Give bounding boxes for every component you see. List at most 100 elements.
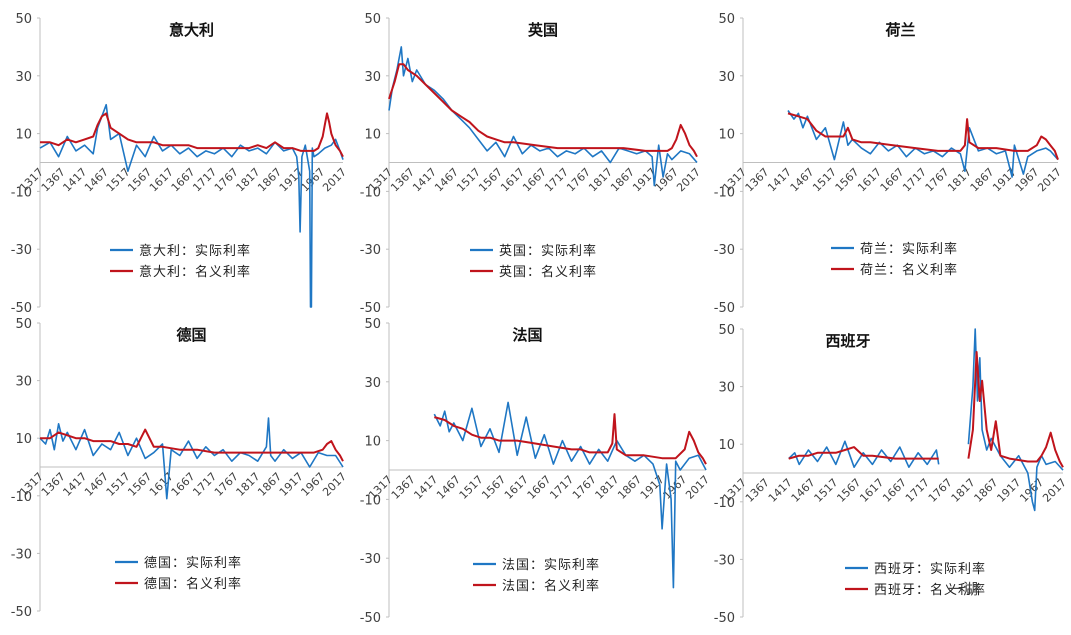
x-tick-label: 1767	[923, 165, 952, 194]
legend-label: 法国：实际利率	[502, 557, 600, 573]
x-tick-label: 1767	[926, 476, 955, 505]
x-tick-label: 1917	[277, 470, 306, 499]
x-tick-label: 1367	[388, 165, 417, 194]
y-tick-label: 30	[15, 70, 32, 85]
y-tick-label: 10	[364, 128, 381, 143]
y-tick-label: 10	[15, 128, 32, 143]
x-tick-label: 1867	[972, 476, 1001, 505]
x-tick-label: 1467	[789, 476, 818, 505]
y-tick-label: 50	[364, 317, 381, 332]
x-tick-label: 1617	[857, 476, 886, 505]
y-tick-label: 10	[15, 432, 32, 447]
legend-label: 英国：实际利率	[499, 243, 597, 259]
panel-3: 503010-10-30-501317136714171467151715671…	[11, 317, 349, 620]
x-tick-label: 1467	[82, 165, 111, 194]
x-tick-label: 1567	[834, 476, 863, 505]
x-tick-label: 1867	[615, 473, 644, 502]
legend-label: 西班牙：实际利率	[874, 561, 986, 577]
x-tick-label: 1967	[298, 470, 327, 499]
y-tick-label: 10	[718, 438, 735, 453]
y-tick-label: -10	[360, 185, 381, 200]
x-tick-label: 1717	[542, 165, 571, 194]
x-tick-label: 1667	[878, 165, 907, 194]
y-tick-label: -50	[11, 605, 32, 620]
chart-title: 西班牙	[825, 332, 870, 350]
legend-label: 德国：实际利率	[144, 555, 242, 571]
y-tick-label: 50	[718, 12, 735, 27]
x-tick-label: 1617	[502, 473, 531, 502]
watermark-text: 一湖	[948, 580, 979, 598]
x-tick-label: 2017	[674, 165, 703, 194]
x-tick-label: 1567	[476, 165, 505, 194]
x-tick-label: 1867	[968, 165, 997, 194]
x-tick-label: 1617	[147, 165, 176, 194]
y-tick-label: -30	[360, 552, 381, 567]
x-tick-label: 1967	[1013, 165, 1042, 194]
x-tick-label: 1617	[855, 165, 884, 194]
panel-0: 503010-10-30-501317136714171467151715671…	[11, 12, 349, 316]
series-line-nominal	[787, 112, 1059, 160]
y-tick-label: -30	[714, 553, 735, 568]
x-tick-label: 1367	[743, 165, 772, 194]
panel-4: 503010-10-30-501317136714171467151715671…	[360, 317, 712, 626]
x-tick-label: 1517	[812, 476, 841, 505]
y-tick-label: 30	[718, 381, 735, 396]
legend-label: 荷兰：实际利率	[860, 241, 958, 257]
x-tick-label: 1667	[880, 476, 909, 505]
x-tick-label: 1817	[234, 165, 263, 194]
x-tick-label: 1417	[60, 470, 89, 499]
y-tick-label: -50	[360, 301, 381, 316]
y-tick-label: -50	[714, 611, 735, 626]
x-tick-label: 2017	[320, 165, 349, 194]
x-tick-label: 1717	[903, 476, 932, 505]
legend-label: 德国：名义利率	[144, 576, 242, 592]
x-tick-label: 1467	[788, 165, 817, 194]
series-line-nominal	[40, 112, 344, 158]
x-tick-label: 2017	[320, 470, 349, 499]
x-tick-label: 1667	[520, 165, 549, 194]
x-tick-label: 1417	[410, 165, 439, 194]
x-tick-label: 2017	[1035, 165, 1064, 194]
x-tick-label: 1417	[60, 165, 89, 194]
series-line-nominal	[388, 63, 698, 158]
x-tick-label: 1417	[766, 476, 795, 505]
series-line-real	[388, 46, 698, 187]
y-tick-label: 30	[718, 70, 735, 85]
chart-title: 意大利	[169, 21, 214, 39]
x-tick-label: 1867	[255, 470, 284, 499]
y-tick-label: 10	[364, 435, 381, 450]
x-tick-label: 1367	[39, 165, 68, 194]
y-tick-label: -50	[360, 611, 381, 626]
x-tick-label: 1717	[190, 165, 219, 194]
series-line-real	[787, 110, 1059, 178]
y-tick-label: -10	[11, 185, 32, 200]
x-tick-label: 1417	[765, 165, 794, 194]
x-tick-label: 1567	[125, 470, 154, 499]
series-line-nominal	[788, 351, 1064, 468]
x-tick-label: 1917	[990, 165, 1019, 194]
y-tick-label: -10	[714, 185, 735, 200]
y-tick-label: -30	[11, 243, 32, 258]
x-tick-label: 1567	[125, 165, 154, 194]
panel-2: 503010-10-30-501317136714171467151715671…	[714, 12, 1064, 316]
legend-label: 意大利：实际利率	[139, 243, 251, 259]
y-tick-label: 50	[364, 12, 381, 27]
legend-label: 意大利：名义利率	[139, 264, 251, 280]
x-tick-label: 1767	[564, 165, 593, 194]
panel-5: 503010-10-30-501317136714171467151715671…	[714, 323, 1069, 626]
y-tick-label: 30	[364, 376, 381, 391]
y-tick-label: -10	[11, 490, 32, 505]
y-tick-label: -50	[714, 301, 735, 316]
x-tick-label: 1817	[945, 165, 974, 194]
y-tick-label: -30	[360, 243, 381, 258]
x-tick-label: 1367	[39, 470, 68, 499]
panel-1: 503010-10-30-501317136714171467151715671…	[360, 12, 703, 316]
x-tick-label: 1667	[169, 165, 198, 194]
x-tick-label: 1417	[411, 473, 440, 502]
x-tick-label: 1667	[169, 470, 198, 499]
x-tick-label: 1767	[212, 470, 241, 499]
x-tick-label: 1867	[608, 165, 637, 194]
x-tick-label: 1467	[434, 473, 463, 502]
x-tick-label: 1817	[593, 473, 622, 502]
y-tick-label: -10	[714, 496, 735, 511]
